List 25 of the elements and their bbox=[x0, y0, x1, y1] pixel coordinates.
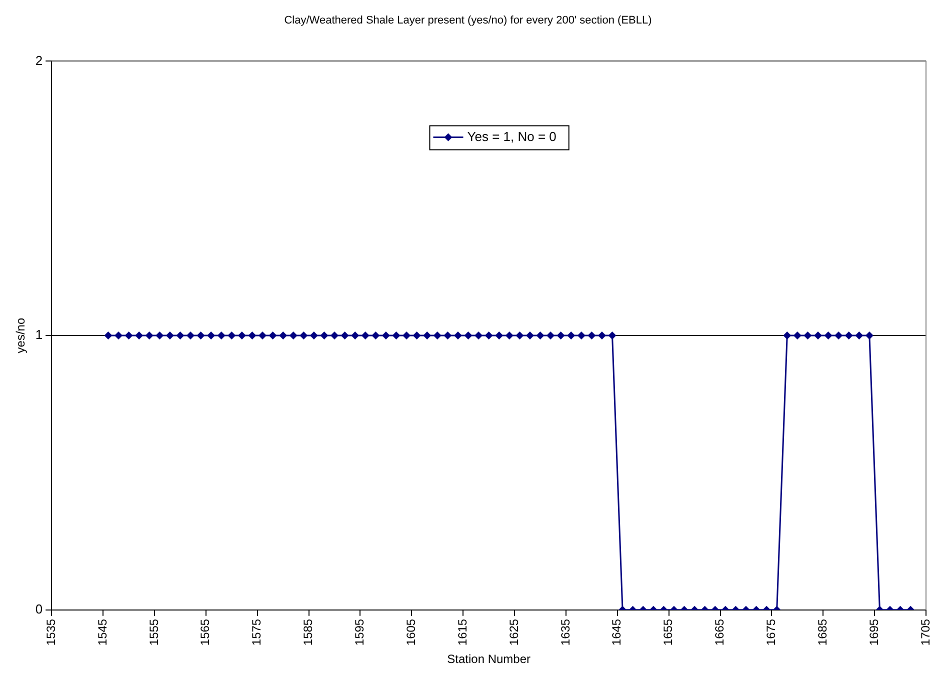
x-tick-label: 1685 bbox=[815, 618, 830, 646]
x-axis-title: Station Number bbox=[447, 652, 531, 666]
x-tick-label: 1655 bbox=[661, 618, 676, 646]
legend-label: Yes = 1, No = 0 bbox=[467, 128, 556, 144]
y-tick-label: 1 bbox=[35, 327, 43, 342]
x-tick-label: 1675 bbox=[764, 618, 778, 646]
x-tick-label: 1565 bbox=[198, 618, 212, 646]
x-tick-label: 1625 bbox=[506, 618, 521, 646]
x-tick-label: 1585 bbox=[301, 618, 316, 646]
x-tick-label: 1605 bbox=[404, 618, 418, 646]
x-tick-label: 1635 bbox=[558, 618, 572, 646]
y-axis-title: yes/no bbox=[14, 318, 28, 354]
x-tick-label: 1575 bbox=[250, 618, 264, 646]
x-tick-label: 1705 bbox=[918, 618, 932, 646]
x-tick-label: 1535 bbox=[44, 618, 58, 646]
x-tick-label: 1615 bbox=[455, 618, 470, 646]
chart-title: Clay/Weathered Shale Layer present (yes/no) for every 200' section (EBLL) bbox=[284, 14, 652, 27]
x-tick-label: 1595 bbox=[352, 618, 367, 646]
x-tick-label: 1665 bbox=[712, 618, 727, 646]
x-tick-label: 1545 bbox=[95, 618, 110, 646]
x-tick-label: 1695 bbox=[866, 618, 881, 646]
x-tick-label: 1645 bbox=[610, 618, 624, 646]
x-tick-label: 1555 bbox=[146, 618, 161, 646]
y-tick-label: 0 bbox=[35, 601, 43, 616]
y-tick-label: 2 bbox=[35, 52, 43, 68]
